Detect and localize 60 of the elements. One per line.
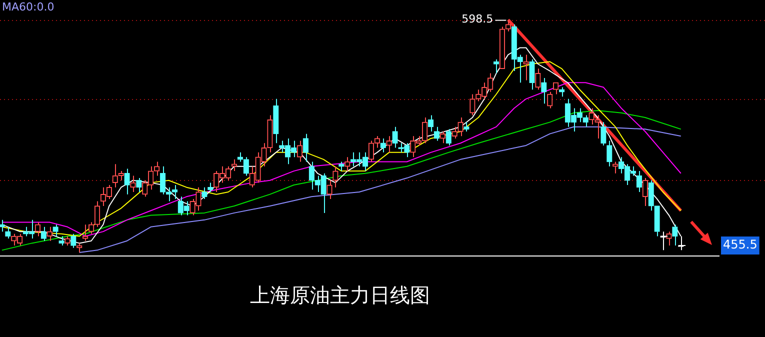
candlestick: [64, 236, 70, 246]
candlestick: [493, 58, 500, 74]
candlestick: [88, 222, 94, 234]
candlestick: [172, 184, 178, 200]
candlestick: [386, 136, 392, 153]
annotation: 598.5: [462, 12, 494, 26]
candlestick: [440, 130, 446, 144]
candlestick: [523, 54, 529, 81]
candlestick: [541, 77, 547, 104]
candlestick: [34, 222, 41, 237]
candlestick: [338, 161, 344, 172]
candlestick: [672, 224, 678, 246]
candlestick: [82, 224, 88, 242]
candlestick: [636, 170, 642, 192]
candlestick: [552, 82, 559, 95]
candlestick: [446, 128, 452, 146]
candlestick: [160, 166, 166, 195]
candlestick: [166, 186, 172, 202]
candlestick: [326, 180, 332, 200]
candlestick: [612, 161, 618, 174]
candlestick: [273, 98, 279, 144]
candlestick: [231, 158, 238, 172]
candlestick: [529, 58, 535, 90]
text: MA60:0.0: [2, 0, 54, 14]
candlestick: [558, 86, 565, 98]
candlestick: [547, 91, 553, 109]
candlestick: [654, 206, 660, 237]
candlestick: [70, 233, 76, 248]
candlestick: [46, 226, 52, 242]
candlestick: [40, 226, 46, 242]
candlestick: [76, 242, 82, 254]
candlestick: [243, 156, 249, 176]
candlestick: [582, 114, 588, 128]
candlestick: [505, 19, 512, 32]
candlestick: [535, 68, 541, 90]
candlestick: [130, 175, 136, 192]
candlestick: [58, 236, 64, 246]
candlestick: [208, 182, 214, 192]
candlestick: [666, 231, 672, 246]
candlestick: [470, 94, 476, 116]
candlestick: [392, 126, 398, 148]
candlestick: [648, 180, 654, 212]
candlestick: [458, 117, 464, 137]
candlestick: [5, 226, 11, 240]
candlestick: [202, 186, 208, 200]
candlestick: [296, 140, 303, 162]
candlestick: [452, 126, 458, 139]
candlestick: [136, 178, 142, 192]
candlestick: [642, 178, 648, 206]
candlestick: [600, 122, 606, 146]
candlestick: [94, 200, 100, 228]
candlestick: [302, 133, 309, 162]
text: 上海原油主力日线图: [249, 282, 431, 309]
candlestick: [52, 224, 58, 237]
candlestick: [606, 140, 612, 167]
candlestick: [464, 122, 470, 132]
candlestick: [154, 161, 160, 176]
candlestick: [332, 166, 338, 188]
candlestick: [124, 168, 130, 195]
text: 455.5: [723, 238, 758, 252]
